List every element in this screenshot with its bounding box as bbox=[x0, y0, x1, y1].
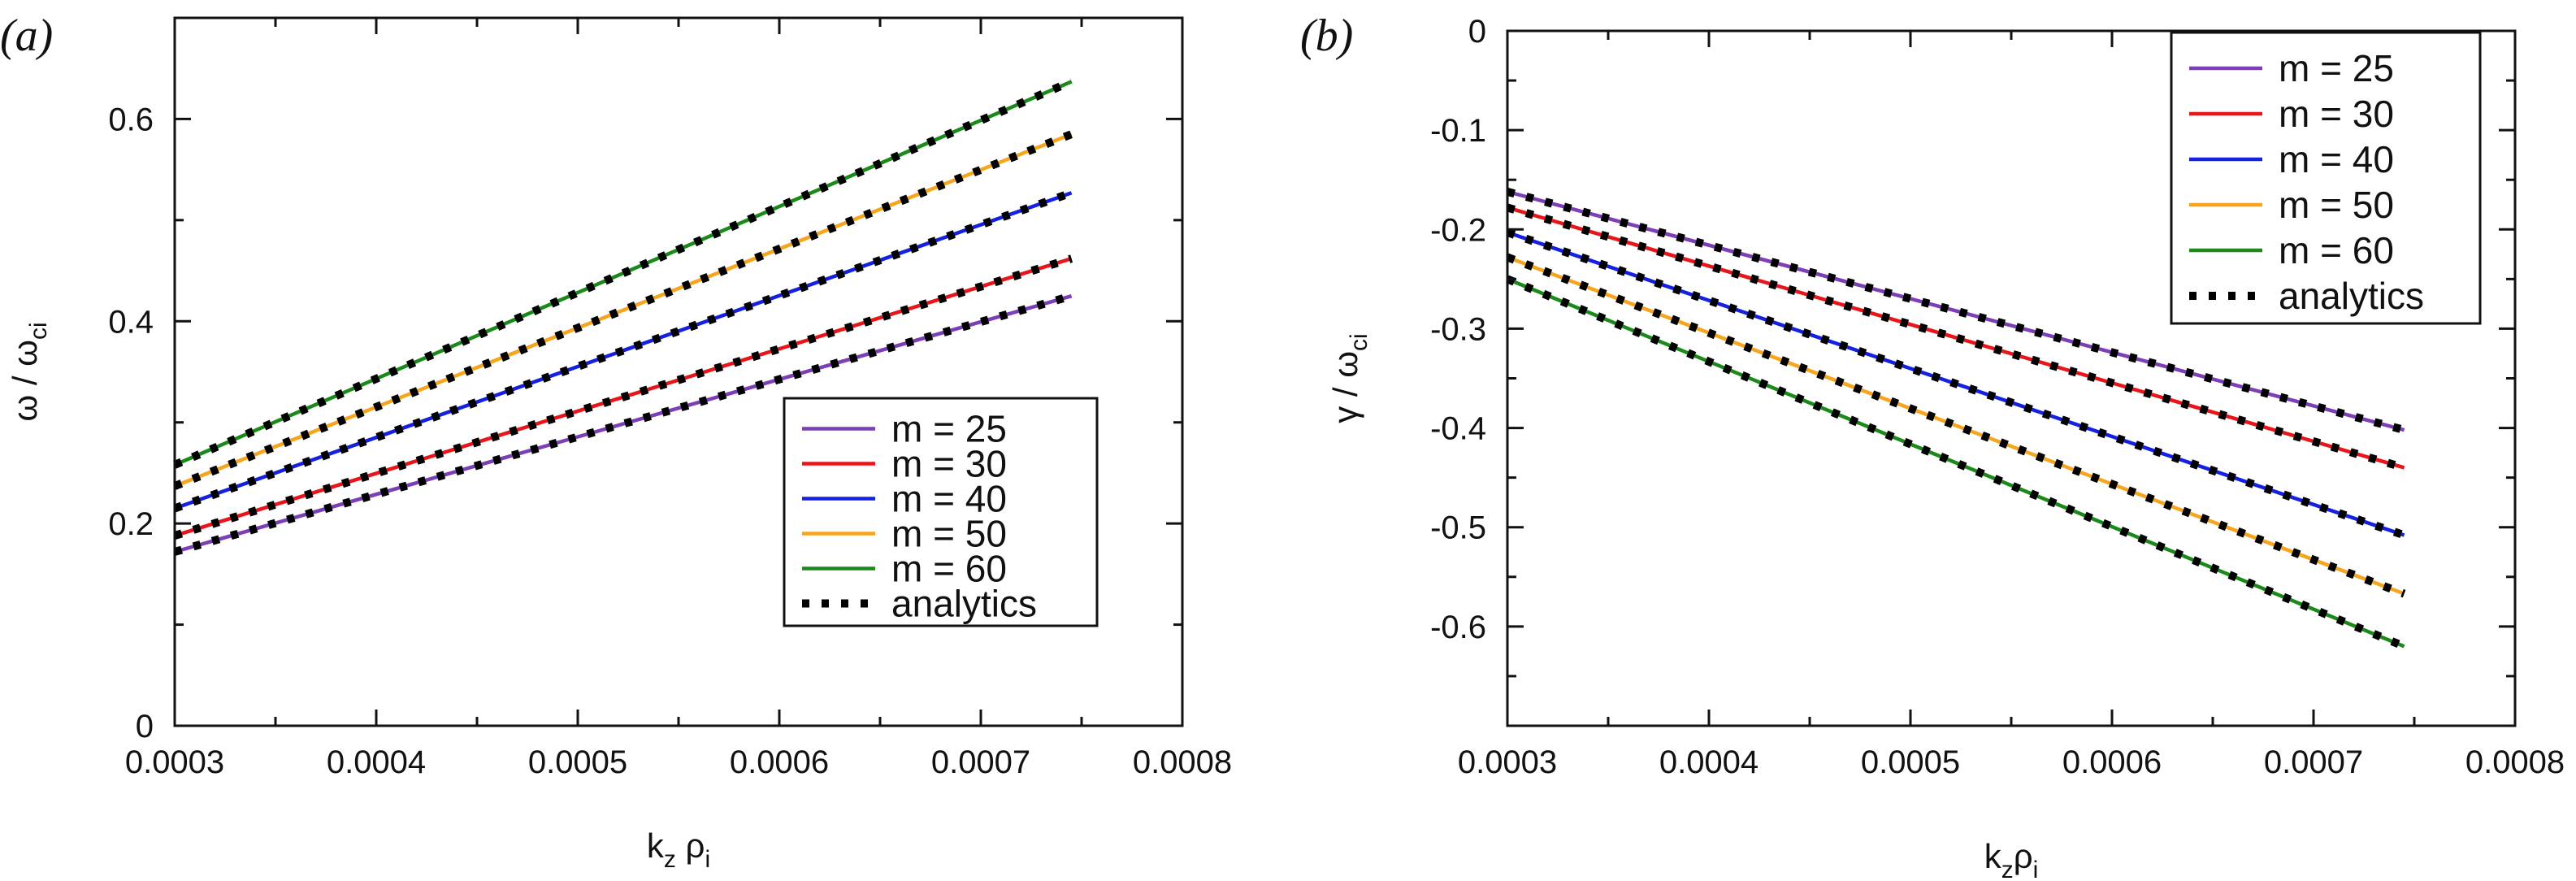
x-axis-title: kzρi bbox=[1984, 837, 2039, 881]
analytics-dots-m40 bbox=[1506, 228, 2406, 540]
panel-a-omega: (a) 0.0003 0.0004 0.0005 0.0006 0.0007 0.0008 0… bbox=[0, 11, 1232, 873]
series-line-m25 bbox=[1507, 189, 2405, 432]
legend-label: m = 30 bbox=[891, 443, 1007, 485]
series-line-m30 bbox=[1507, 206, 2405, 470]
y-tick-label: -0.6 bbox=[1430, 610, 1486, 645]
y-tick-label: 0 bbox=[1468, 14, 1486, 50]
legend-box bbox=[783, 397, 1099, 627]
y-tick-label: 0.2 bbox=[108, 506, 154, 542]
legend-label: m = 60 bbox=[2279, 229, 2394, 271]
legend-label: m = 25 bbox=[2279, 47, 2394, 89]
x-axis-title-sub: z bbox=[2001, 857, 2014, 881]
x-axis-title-sub: z bbox=[664, 846, 676, 873]
x-axis-title-tail: ρ bbox=[676, 827, 705, 865]
x-axis-title-tail-sub: i bbox=[705, 846, 710, 873]
y-tick-label: -0.2 bbox=[1430, 212, 1486, 248]
y-axis-title-group: ω / ωci bbox=[6, 322, 52, 421]
y-axis-title-main: ω / ω bbox=[6, 340, 44, 422]
legend-label: m = 30 bbox=[2279, 93, 2394, 135]
x-tick-label: 0.0006 bbox=[2062, 744, 2162, 780]
x-tick-label: 0.0005 bbox=[1861, 744, 1960, 780]
x-axis-title-tail-sub: i bbox=[2033, 857, 2039, 881]
legend-label: m = 50 bbox=[891, 513, 1007, 555]
y-tick-label: -0.1 bbox=[1430, 113, 1486, 149]
analytics-dots-m60 bbox=[1506, 275, 2406, 650]
legend-label: m = 40 bbox=[891, 478, 1007, 520]
y-axis-title-sub: ci bbox=[25, 322, 52, 340]
y-tick-label: 0.4 bbox=[108, 304, 154, 340]
x-tick-label: 0.0007 bbox=[2264, 744, 2363, 780]
legend-label: m = 40 bbox=[2279, 138, 2394, 180]
panel-label: (a) bbox=[0, 11, 53, 61]
y-axis-title: γ / ωci bbox=[1326, 333, 1373, 423]
x-tick-label: 0.0003 bbox=[125, 744, 224, 780]
analytics-dots-m60 bbox=[173, 77, 1073, 469]
x-axis-title-main: k bbox=[647, 827, 665, 865]
legend-label-analytics: analytics bbox=[2279, 275, 2424, 317]
analytics-dots-m50 bbox=[1506, 253, 2406, 598]
legend-label: m = 50 bbox=[2279, 184, 2394, 226]
legend-label: m = 60 bbox=[891, 548, 1007, 590]
y-axis-title-main: γ / ω bbox=[1326, 351, 1364, 423]
series-line-m25 bbox=[174, 294, 1073, 554]
series-group bbox=[1506, 188, 2406, 650]
analytics-dots-m40 bbox=[173, 189, 1073, 513]
y-axis-title-group: γ / ωci bbox=[1326, 333, 1373, 423]
y-tick-label: 0.6 bbox=[108, 102, 154, 137]
y-axis-title-sub: ci bbox=[1346, 333, 1373, 351]
y-tick-label: -0.4 bbox=[1430, 411, 1486, 447]
y-tick-label: -0.5 bbox=[1430, 510, 1486, 546]
legend-box bbox=[2170, 31, 2482, 325]
y-tick-label: 0 bbox=[136, 709, 154, 744]
legend-label: m = 25 bbox=[891, 408, 1007, 450]
x-tick-label: 0.0008 bbox=[2465, 744, 2565, 780]
analytics-dots-m50 bbox=[173, 130, 1073, 490]
x-axis-title: kz ρi bbox=[647, 827, 710, 873]
x-tick-label: 0.0007 bbox=[931, 744, 1030, 780]
x-axis-title-main: k bbox=[1984, 837, 2002, 875]
x-tick-label: 0.0008 bbox=[1133, 744, 1232, 780]
legend-label-analytics: analytics bbox=[891, 583, 1037, 625]
series-group bbox=[173, 77, 1073, 556]
analytics-dots-m30 bbox=[173, 254, 1073, 540]
x-tick-label: 0.0005 bbox=[528, 744, 627, 780]
x-tick-label: 0.0004 bbox=[327, 744, 426, 780]
x-tick-label: 0.0006 bbox=[730, 744, 829, 780]
y-axis-title: ω / ωci bbox=[6, 322, 52, 421]
y-tick-label: -0.3 bbox=[1430, 311, 1486, 347]
panel-label: (b) bbox=[1300, 11, 1353, 61]
x-tick-label: 0.0004 bbox=[1659, 744, 1759, 780]
x-axis-title-tail: ρ bbox=[2014, 837, 2033, 875]
x-tick-label: 0.0003 bbox=[1458, 744, 1557, 780]
panel-b-gamma: (b) 0.0003 0.0004 0.0005 0.0006 0.0007 0.0008 0… bbox=[1300, 11, 2565, 881]
